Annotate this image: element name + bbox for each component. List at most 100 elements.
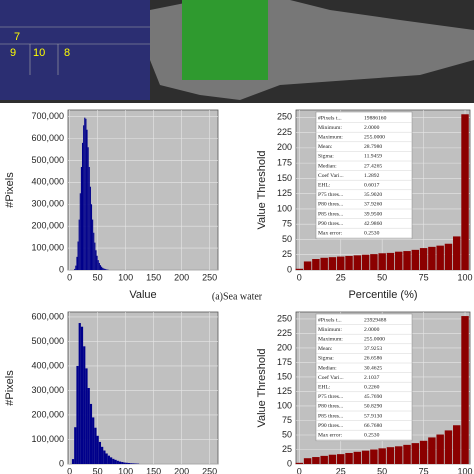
- histogram-bar: [85, 118, 87, 270]
- y-tick-label: 25: [282, 444, 292, 454]
- histogram-bar: [83, 125, 85, 270]
- y-tick-label: 175: [277, 158, 292, 168]
- y-tick-label: 300,000: [31, 199, 64, 209]
- y-tick-label: 25: [282, 249, 292, 259]
- histogram-bar: [88, 166, 90, 270]
- stats-value: 23929488: [364, 317, 387, 323]
- y-tick-label: 150: [277, 371, 292, 381]
- stats-value: 26.6586: [364, 356, 382, 362]
- histogram-bar: [77, 241, 79, 270]
- histogram-bar: [132, 463, 135, 464]
- bar: [328, 257, 337, 270]
- x-tick-label: 250: [202, 466, 217, 474]
- y-tick-label: 125: [277, 386, 292, 396]
- y-tick-label: 175: [277, 357, 292, 367]
- bar: [295, 462, 304, 464]
- histogram-bar: [114, 459, 117, 464]
- bar: [419, 248, 428, 270]
- stats-value: 19886160: [364, 115, 387, 121]
- histogram-bar: [103, 450, 106, 464]
- histogram-bar: [80, 166, 82, 270]
- stats-label: P85 thres...: [318, 413, 344, 419]
- stats-value: 28.7980: [364, 144, 382, 150]
- y-tick-label: 100: [277, 203, 292, 213]
- x-tick-label: 50: [93, 272, 103, 282]
- histogram-bar: [116, 460, 119, 464]
- bar: [419, 440, 428, 464]
- bar: [436, 245, 444, 270]
- x-tick-label: 0: [67, 466, 72, 474]
- x-tick-label: 75: [419, 272, 429, 282]
- histogram-bar: [105, 453, 108, 464]
- x-tick-label: 100: [118, 272, 133, 282]
- y-tick-label: 600,000: [31, 133, 64, 143]
- x-tick-label: 100: [118, 466, 133, 474]
- stats-label: EHL:: [318, 182, 331, 188]
- stats-value: 255.0000: [364, 336, 385, 342]
- bar: [303, 261, 312, 270]
- stats-label: P75 thres...: [318, 394, 344, 400]
- y-tick-label: 75: [282, 415, 292, 425]
- x-tick-label: 50: [377, 272, 387, 282]
- x-axis-label: Value: [129, 289, 156, 301]
- x-tick-label: 25: [336, 466, 346, 474]
- stats-value: 2.0000: [364, 327, 380, 333]
- histogram-bar: [71, 459, 75, 464]
- y-tick-label: 0: [287, 264, 292, 274]
- histogram-bar: [93, 232, 95, 270]
- bar: [444, 243, 453, 270]
- bar: [411, 249, 420, 270]
- stats-value: 35.9020: [364, 192, 382, 198]
- region-label: 8: [64, 47, 70, 59]
- histogram-bar: [87, 388, 90, 464]
- histogram-bar: [92, 219, 94, 270]
- histogram-bar: [78, 323, 81, 464]
- bar: [320, 257, 328, 270]
- histogram-bar: [96, 255, 98, 270]
- histogram-bar: [95, 250, 97, 270]
- bar: [436, 434, 444, 464]
- histogram-bar: [118, 461, 122, 464]
- histogram-bar: [86, 129, 88, 270]
- histogram-bar: [89, 403, 93, 464]
- bar: [295, 268, 304, 270]
- x-tick-label: 150: [146, 272, 161, 282]
- bar: [403, 444, 411, 464]
- y-tick-label: 125: [277, 188, 292, 198]
- histogram-bar: [96, 435, 99, 464]
- stats-label: P85 thres...: [318, 211, 344, 217]
- bar: [461, 316, 469, 464]
- stats-value: 45.7690: [364, 394, 382, 400]
- histogram-bar: [130, 463, 133, 464]
- bar: [453, 236, 461, 270]
- y-tick-label: 250: [277, 112, 292, 122]
- stats-value: 30.4625: [364, 365, 382, 371]
- x-tick-label: 250: [202, 272, 217, 282]
- region-label: 9: [10, 47, 16, 59]
- y-tick-label: 400,000: [31, 360, 64, 370]
- y-tick-label: 200: [277, 342, 292, 352]
- histogram-bar: [121, 462, 124, 464]
- stats-label: P90 thres...: [318, 423, 344, 429]
- bar: [461, 114, 469, 270]
- bar: [345, 255, 353, 270]
- stats-value: 0.2530: [364, 230, 380, 236]
- histogram-bar: [105, 269, 107, 270]
- x-tick-label: 100: [458, 272, 473, 282]
- bar: [337, 454, 345, 464]
- histogram-bar: [74, 427, 77, 464]
- bar: [345, 452, 353, 464]
- bar: [395, 251, 403, 270]
- y-tick-label: 0: [59, 264, 64, 274]
- stats-value: 50.8290: [364, 404, 382, 410]
- bar: [386, 447, 395, 464]
- histogram-bar: [101, 446, 104, 464]
- histogram-bar: [102, 267, 104, 270]
- y-axis-label: Value Threshold: [256, 348, 268, 427]
- x-tick-label: 150: [146, 466, 161, 474]
- histogram-bar: [94, 242, 96, 270]
- bar: [328, 454, 337, 464]
- histogram-bar: [78, 219, 80, 270]
- bar: [370, 449, 378, 464]
- histogram-bar: [74, 268, 76, 270]
